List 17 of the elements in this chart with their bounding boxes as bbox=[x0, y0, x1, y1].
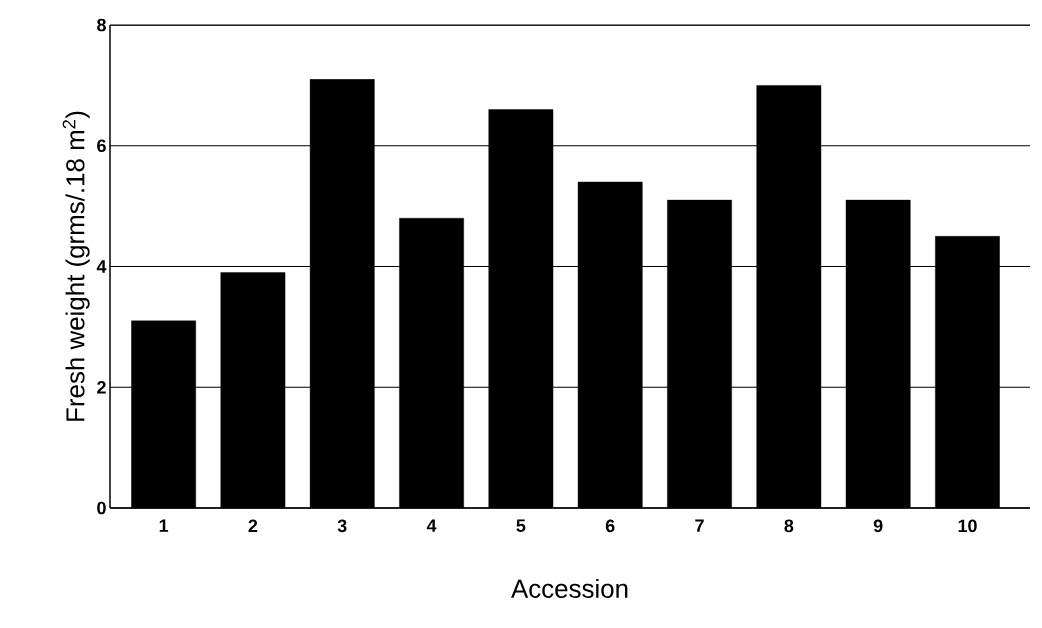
x-tick-label: 5 bbox=[516, 519, 526, 532]
y-tick-label: 0 bbox=[97, 501, 106, 515]
x-tick-label: 3 bbox=[337, 519, 347, 533]
y-tick-label: 6 bbox=[97, 139, 106, 153]
y-tick-label: 4 bbox=[96, 260, 107, 273]
y-axis-title: Fresh weight (grms/.18 m$^{2}$) bbox=[62, 111, 90, 421]
x-tick-label: 7 bbox=[695, 519, 704, 532]
x-axis-title: Accession bbox=[511, 578, 628, 598]
y-tick-label: 2 bbox=[97, 380, 106, 394]
x-tick-label: 4 bbox=[426, 519, 437, 532]
x-tick-label: 10 bbox=[958, 519, 977, 533]
x-tick-label: 6 bbox=[605, 519, 615, 533]
x-tick-label: 9 bbox=[873, 519, 883, 533]
x-tick-label: 2 bbox=[248, 519, 258, 533]
y-tick-label: 8 bbox=[97, 18, 106, 32]
x-tick-label: 8 bbox=[784, 519, 794, 533]
x-tick-label: 1 bbox=[159, 519, 169, 532]
